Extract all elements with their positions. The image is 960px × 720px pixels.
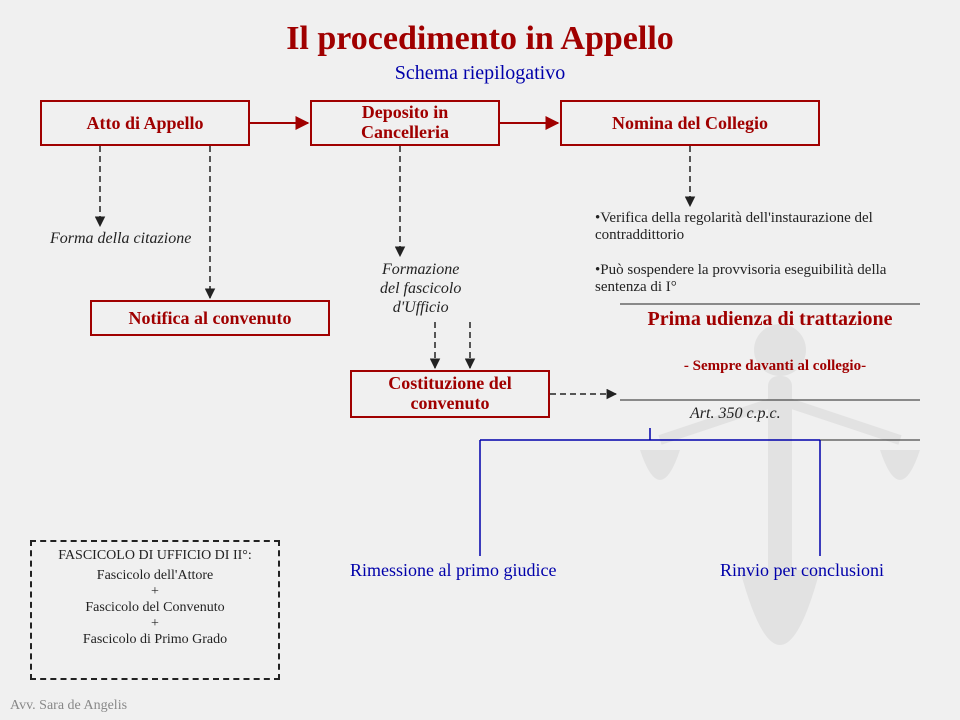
box-costituzione: Costituzione del convenuto — [350, 370, 550, 418]
sempre-collegio: - Sempre davanti al collegio- — [630, 358, 920, 375]
fascicolo-l3: Fascicolo del Convenuto — [38, 600, 272, 616]
bullet2-text: Può sospendere la provvisoria eseguibili… — [595, 262, 886, 295]
fascicolo-title: FASCICOLO DI UFFICIO DI II°: — [38, 548, 272, 564]
rimessione: Rimessione al primo giudice — [350, 560, 556, 581]
box-deposito: Deposito in Cancelleria — [310, 100, 500, 146]
box-atto: Atto di Appello — [40, 100, 250, 146]
bullet-regolarita: •Verifica della regolarità dell'instaura… — [595, 210, 940, 244]
box-notifica: Notifica al convenuto — [90, 300, 330, 336]
fascicolo-l2: + — [38, 584, 272, 600]
fascicolo-l1: Fascicolo dell'Attore — [38, 568, 272, 584]
fascicolo-box: FASCICOLO DI UFFICIO DI II°: Fascicolo d… — [30, 540, 280, 680]
box-nomina: Nomina del Collegio — [560, 100, 820, 146]
footer-author: Avv. Sara de Angelis — [10, 698, 127, 714]
art-350: Art. 350 c.p.c. — [690, 405, 781, 423]
bullet1-text: Verifica della regolarità dell'instauraz… — [595, 210, 873, 243]
fascicolo-l4: + — [38, 616, 272, 632]
forma-citazione: Forma della citazione — [50, 230, 191, 248]
formazione-fascicolo: Formazione del fascicolo d'Ufficio — [380, 260, 461, 318]
page-subtitle: Schema riepilogativo — [0, 62, 960, 85]
prima-udienza: Prima udienza di trattazione — [640, 308, 900, 331]
rinvio: Rinvio per conclusioni — [720, 560, 884, 581]
bullet-sospendere: •Può sospendere la provvisoria eseguibil… — [595, 262, 940, 296]
fascicolo-l5: Fascicolo di Primo Grado — [38, 632, 272, 648]
page-title: Il procedimento in Appello — [0, 20, 960, 58]
